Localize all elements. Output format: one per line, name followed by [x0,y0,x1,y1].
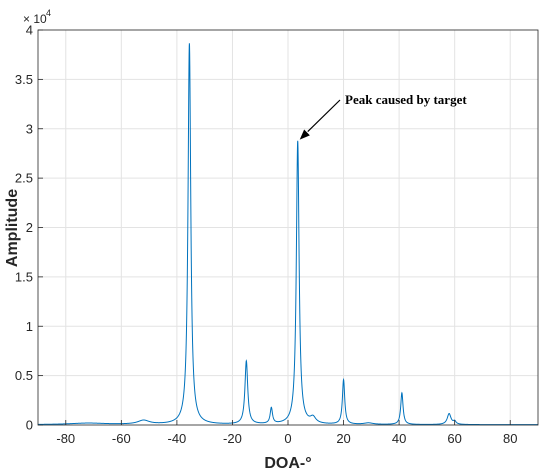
x-tick-label: -40 [167,431,186,446]
y-exponent-power: 4 [46,8,51,18]
y-exponent-base: × 10 [23,12,47,26]
y-tick-label: 4 [26,23,33,38]
y-tick-label: 3.5 [15,72,33,87]
annotation-arrow [299,99,341,140]
x-tick-label: -20 [223,431,242,446]
x-tick-label: 0 [284,431,291,446]
y-tick-label: 1.5 [15,269,33,284]
y-tick-label: 2 [26,220,33,235]
y-tick-label: 3 [26,121,33,136]
x-tick-label: -60 [112,431,131,446]
annotation-arrow-shaft [307,99,341,133]
x-axis-ticks: -80 -60 -40 -20 0 20 40 60 80 [56,420,517,446]
x-tick-label: 20 [336,431,350,446]
x-tick-label: -80 [56,431,75,446]
x-tick-label: 60 [447,431,461,446]
y-axis-title: Amplitude [4,189,21,267]
x-tick-label: 80 [503,431,517,446]
annotation-arrow-head [299,129,310,140]
y-tick-label: 0.5 [15,368,33,383]
x-axis-title: DOA-° [264,455,311,472]
y-tick-label: 2.5 [15,171,33,186]
y-axis-ticks: 0 0.5 1 1.5 2 2.5 3 3.5 4 [15,23,43,433]
annotation-text: Peak caused by target [345,92,467,107]
y-tick-label: 1 [26,319,33,334]
x-tick-label: 40 [392,431,406,446]
y-tick-label: 0 [26,418,33,433]
